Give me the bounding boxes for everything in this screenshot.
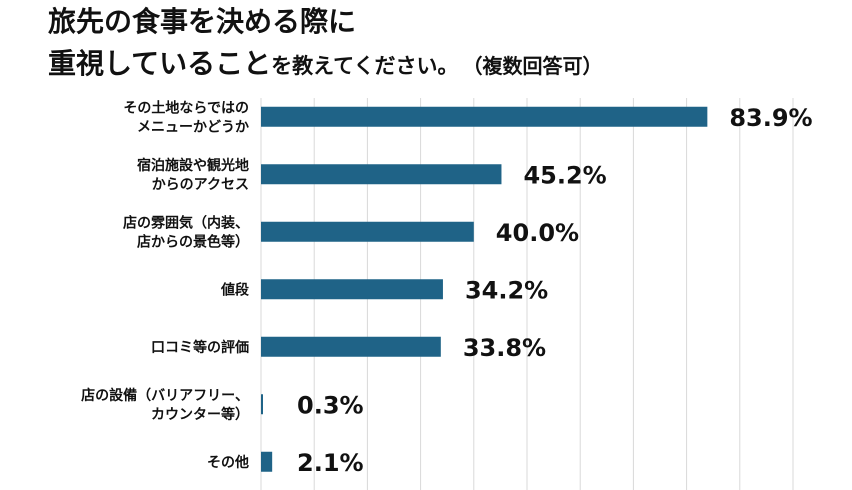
data-label: 33.8% [463,334,546,362]
category-label: 店からの景色等） [137,233,249,250]
chart-title-line2: 重視していることを教えてください。 （複数回答可） [48,50,603,78]
bar [261,394,263,415]
category-label: 値段 [220,281,249,298]
bar [261,336,441,357]
category-label: からのアクセス [152,177,249,193]
bar [261,451,273,472]
category-label: その他 [207,454,249,471]
category-label: 宿泊施設や観光地 [137,157,249,174]
data-label: 34.2% [465,276,548,304]
bar [261,106,708,127]
category-label: カウンター等） [151,406,249,423]
category-label: 店の設備（バリアフリー、 [81,387,249,404]
category-label: 口コミ等の評価 [151,339,249,356]
data-label: 2.1% [297,449,364,477]
bar [261,164,502,185]
category-label: その土地ならではの [123,99,249,116]
chart-title-note: （複数回答可） [472,54,603,78]
data-label: 0.3% [297,391,364,419]
chart-title-emphasis: 重視していること [48,47,272,80]
data-label: 40.0% [496,219,579,247]
bar [261,221,474,242]
data-label: 83.9% [729,104,812,132]
chart-title-suffix: を教えてください。 [271,54,459,78]
chart-title-line1: 旅先の食事を決める際に [48,5,357,38]
category-label: 店の雰囲気（内装、 [123,214,249,231]
bar [261,279,443,300]
category-label: メニューかどうか [137,119,249,135]
data-label: 45.2% [523,161,606,189]
